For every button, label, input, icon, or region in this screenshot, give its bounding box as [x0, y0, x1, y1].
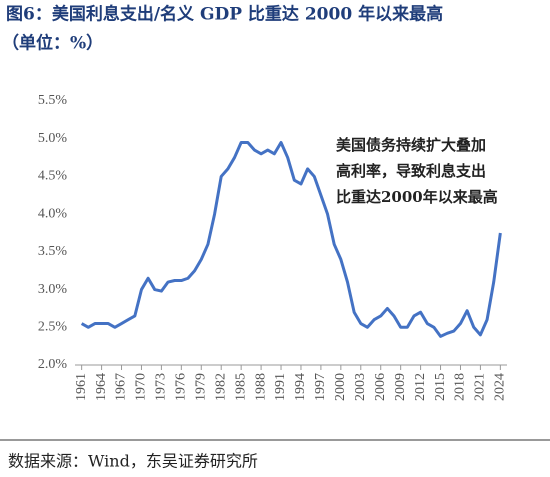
x-tick-label: 1988 [253, 373, 268, 401]
x-tick-label: 2024 [493, 373, 508, 401]
x-tick-label: 2009 [393, 373, 408, 401]
x-tick-label: 1970 [134, 373, 149, 401]
chart-subtitle: （单位：%） [2, 33, 103, 54]
x-tick-label: 1997 [313, 373, 328, 401]
chart-title: 图6：美国利息支出/名义 GDP 比重达 2000 年以来最高 [6, 4, 443, 25]
x-tick-label: 2015 [433, 373, 448, 401]
x-tick-label: 2018 [453, 373, 468, 401]
y-tick-label: 4.0% [38, 206, 68, 221]
x-tick-label: 1967 [114, 373, 129, 401]
x-tick-label: 1964 [94, 373, 109, 401]
x-tick-label: 1991 [273, 373, 288, 401]
x-tick-label: 2012 [413, 373, 428, 401]
x-tick-label: 2006 [373, 373, 388, 401]
x-tick-label: 1985 [233, 373, 248, 401]
x-tick-label: 2003 [353, 373, 368, 401]
y-tick-label: 3.0% [38, 282, 68, 297]
x-tick-label: 1961 [74, 373, 89, 401]
annotation: 比重达2000年以来最高 [336, 188, 498, 206]
annotation: 美国债务持续扩大叠加 [336, 136, 486, 154]
y-tick-label: 2.0% [38, 357, 68, 372]
x-tick-label: 1982 [213, 373, 228, 401]
data-line [80, 140, 502, 338]
y-tick-label: 4.5% [38, 169, 68, 184]
y-tick-label: 5.0% [38, 131, 68, 146]
x-tick-label: 2021 [473, 373, 488, 401]
annotation: 高利率，导致利息支出 [336, 162, 486, 180]
y-tick-label: 3.5% [38, 244, 68, 259]
x-tick-label: 1979 [193, 373, 208, 401]
y-tick-label: 2.5% [38, 320, 68, 335]
source: 数据来源：Wind，东吴证券研究所 [8, 452, 258, 471]
x-tick-label: 2000 [333, 373, 348, 401]
x-tick-label: 1976 [174, 373, 189, 401]
x-tick-label: 1994 [293, 373, 308, 401]
y-tick-label: 5.5% [38, 93, 68, 108]
x-tick-label: 1973 [154, 373, 169, 401]
